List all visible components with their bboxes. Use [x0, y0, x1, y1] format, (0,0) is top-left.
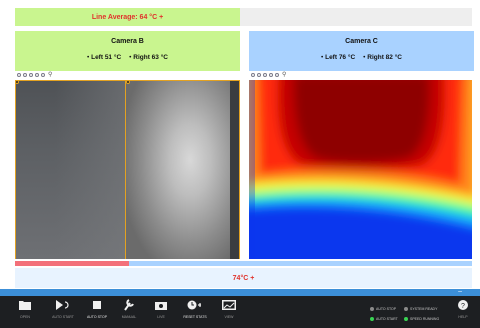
camera-b-left-temp: Left 51 °C — [87, 54, 121, 61]
status-speed-running-label: SPEED RUNNING — [410, 317, 439, 321]
svg-text:?: ? — [461, 303, 465, 310]
folder-icon — [17, 298, 33, 312]
reset-stats-button[interactable]: RESET STATS — [182, 298, 208, 326]
status-led-icon — [370, 317, 374, 321]
view-option-4-icon[interactable] — [35, 73, 39, 77]
line-average-text: Line Average: 64 °C + — [92, 14, 163, 21]
help-icon: ? — [455, 298, 471, 312]
roi-center-handle[interactable] — [126, 80, 130, 84]
status-led-icon — [404, 317, 408, 321]
view-button[interactable]: VIEW — [216, 298, 242, 326]
taskbar-accent-bar — [0, 289, 480, 296]
progress-bar-fill — [15, 261, 129, 266]
view-option-5-icon[interactable] — [275, 73, 279, 77]
status-system-ready: SYSTEM READY — [404, 307, 437, 311]
auto-start-button[interactable]: AUTO START — [50, 298, 76, 326]
camera-b-title: Camera B — [111, 38, 144, 45]
roi-left-handle[interactable] — [15, 80, 19, 84]
view-option-1-icon[interactable] — [251, 73, 255, 77]
image-icon — [221, 298, 237, 312]
auto-stop-label: AUTO STOP — [87, 315, 107, 319]
minimize-icon[interactable]: – — [458, 288, 462, 295]
pin-icon[interactable]: ⚲ — [282, 73, 287, 78]
status-auto-start-label: AUTO START — [376, 317, 398, 321]
view-label: VIEW — [225, 315, 234, 319]
status-led-icon — [370, 307, 374, 311]
view-option-4-icon[interactable] — [269, 73, 273, 77]
camera-b-view-tools: ⚲ — [15, 71, 240, 79]
open-label: OPEN — [20, 315, 30, 319]
stop-icon — [89, 298, 105, 312]
reset-icon — [187, 298, 203, 312]
camera-icon — [153, 298, 169, 312]
auto-stop-button[interactable]: AUTO STOP — [84, 298, 110, 326]
line-average-banner: Line Average: 64 °C + — [15, 8, 240, 26]
camera-c-left-temp: Left 76 °C — [321, 54, 355, 61]
camera-c-right-temp: Right 82 °C — [363, 54, 402, 61]
camera-c-thermal-image[interactable] — [249, 80, 472, 259]
camera-c-title: Camera C — [345, 38, 378, 45]
status-auto-start: AUTO START — [370, 317, 398, 321]
view-option-5-icon[interactable] — [41, 73, 45, 77]
status-led-icon — [404, 307, 408, 311]
reset-stats-label: RESET STATS — [183, 315, 206, 319]
pin-icon[interactable]: ⚲ — [48, 73, 53, 78]
status-auto-stop: AUTO STOP — [370, 307, 396, 311]
thermal-heatmap — [249, 80, 472, 259]
manual-label: MANUAL — [122, 315, 137, 319]
help-label: HELP — [458, 315, 467, 319]
camera-b-right-temp: Right 63 °C — [129, 54, 168, 61]
top-right-strip — [240, 8, 472, 26]
help-button[interactable]: ? HELP — [450, 298, 476, 326]
camera-c-header: Camera C Left 76 °C Right 82 °C — [249, 31, 474, 71]
live-button[interactable]: LIVE — [148, 298, 174, 326]
roi-left-line[interactable] — [15, 80, 16, 259]
result-banner: 74°C + — [15, 268, 472, 288]
roi-right-line[interactable] — [239, 80, 240, 259]
bottom-taskbar: OPEN AUTO START AUTO STOP MANUAL LIVE RE… — [0, 296, 480, 328]
camera-b-header: Camera B Left 51 °C Right 63 °C — [15, 31, 240, 71]
open-button[interactable]: OPEN — [12, 298, 38, 326]
camera-c-view-tools: ⚲ — [249, 71, 474, 79]
view-option-2-icon[interactable] — [23, 73, 27, 77]
camera-b-shadow-region — [15, 80, 125, 259]
live-label: LIVE — [157, 315, 165, 319]
camera-b-image[interactable] — [15, 80, 240, 259]
view-option-2-icon[interactable] — [257, 73, 261, 77]
progress-bar — [15, 261, 472, 266]
result-text: 74°C + — [233, 275, 255, 282]
view-option-1-icon[interactable] — [17, 73, 21, 77]
wrench-icon — [121, 298, 137, 312]
status-auto-stop-label: AUTO STOP — [376, 307, 396, 311]
auto-start-icon — [55, 298, 71, 312]
roi-center-line[interactable] — [125, 80, 126, 259]
view-option-3-icon[interactable] — [29, 73, 33, 77]
view-option-3-icon[interactable] — [263, 73, 267, 77]
camera-c-temps: Left 76 °C Right 82 °C — [321, 54, 402, 61]
manual-button[interactable]: MANUAL — [116, 298, 142, 326]
camera-b-temps: Left 51 °C Right 63 °C — [87, 54, 168, 61]
auto-start-label: AUTO START — [52, 315, 74, 319]
status-system-ready-label: SYSTEM READY — [410, 307, 437, 311]
status-speed-running: SPEED RUNNING — [404, 317, 439, 321]
